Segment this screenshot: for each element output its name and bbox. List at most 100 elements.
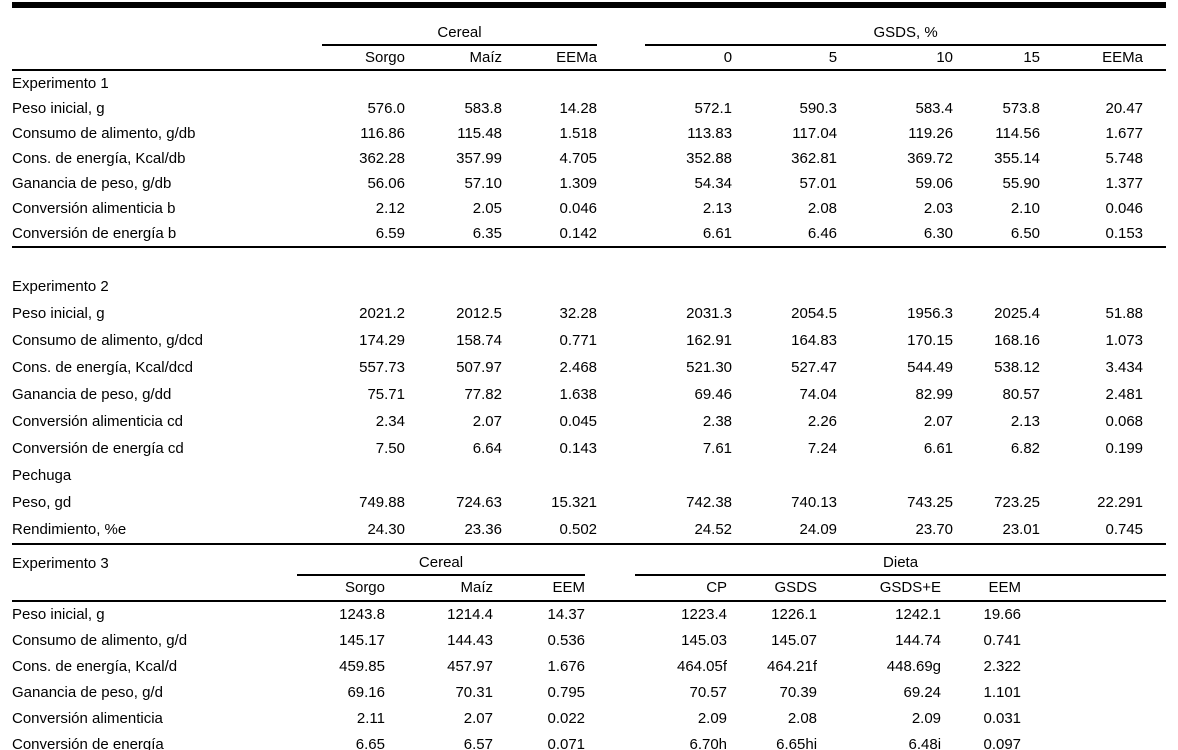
row-label: Experimento 2 [12, 277, 109, 295]
value-cell: 2.481 [1105, 385, 1144, 403]
table-row: Conversión alimenticia 2.11 2.07 0.022 2.09 2… [12, 706, 1166, 732]
row-label: Conversión alimenticia [12, 710, 163, 728]
trailing-blank [1021, 680, 1166, 706]
value-cell: 527.47 [791, 358, 838, 376]
value-cell [732, 70, 837, 96]
value-cell: 145.03 [681, 632, 728, 650]
table-row: Cons. de energía, Kcal/d 459.85 457.97 1.67… [12, 654, 1166, 680]
value-cell: 7.24 [807, 439, 838, 457]
value-cell: 20.47 [1105, 99, 1144, 117]
value-cell: 357.99 [456, 149, 502, 167]
value-cell: 362.28 [359, 149, 405, 167]
value-cell: 2.07 [472, 412, 502, 430]
value-cell: 2.34 [375, 412, 405, 430]
value-cell: 7.61 [702, 439, 733, 457]
value-cell: 6.35 [405, 221, 502, 248]
row-label: Ganancia de peso, g/db [12, 174, 172, 192]
value-cell: 538.12 [994, 358, 1041, 376]
value-cell: 57.01 [799, 174, 838, 192]
value-cell [837, 462, 953, 489]
value-cell: 77.82 [464, 385, 502, 403]
value-cell: 6.30 [837, 221, 954, 248]
value-cell [405, 70, 502, 96]
row-label: Experimento 1 [12, 74, 109, 92]
value-cell: 158.74 [456, 331, 502, 349]
value-cell: 2.10 [1010, 199, 1041, 217]
value-cell: 114.56 [995, 124, 1041, 142]
column-gap [597, 45, 646, 71]
value-cell: 75.71 [367, 385, 405, 403]
table-row: Ganancia de peso, g/dd 75.71 77.82 1.638 69.… [12, 381, 1166, 408]
trailing-blank [1143, 196, 1166, 221]
value-cell: 6.65 [355, 736, 385, 750]
value-cell: 6.50 [953, 221, 1041, 248]
column-gap [597, 221, 646, 248]
value-cell: 507.97 [456, 358, 502, 376]
value-cell: 82.99 [915, 385, 954, 403]
value-cell: 59.06 [915, 174, 954, 192]
value-cell: 32.28 [559, 304, 598, 322]
value-cell: 1.677 [1105, 124, 1144, 142]
row-label: Conversión de energía b [12, 221, 322, 248]
section-title-row: Experimento 2 [12, 273, 1166, 300]
table-row: Consumo de alimento, g/d 145.17 144.43 0.53… [12, 628, 1166, 654]
col-header-gsds-e: GSDS+E [817, 575, 942, 602]
value-cell [502, 462, 597, 489]
value-cell: 6.57 [463, 736, 493, 750]
value-cell: 2.03 [923, 199, 954, 217]
value-cell [645, 273, 732, 300]
value-cell: 113.83 [687, 124, 733, 142]
table-row: Cons. de energía, Kcal/dcd 557.73 507.97 2.… [12, 354, 1166, 381]
value-cell [953, 273, 1040, 300]
value-cell: 168.16 [994, 331, 1041, 349]
column-gap [585, 575, 636, 602]
value-cell: 117.04 [792, 124, 838, 142]
column-gap [597, 196, 645, 221]
column-gap [597, 489, 645, 516]
value-cell: 15.321 [551, 493, 598, 511]
value-cell: 1.309 [559, 174, 598, 192]
value-cell: 2.13 [1010, 412, 1041, 430]
row-label-header-blank [12, 575, 297, 602]
col-header-gsds-15: 15 [953, 45, 1041, 71]
value-cell: 1.638 [559, 385, 598, 403]
value-cell [645, 462, 732, 489]
table-row: Conversión de energía b 6.59 6.35 0.142 6.61… [12, 221, 1167, 248]
value-cell: 557.73 [359, 358, 405, 376]
value-cell: 0.143 [559, 439, 598, 457]
value-cell: 69.24 [903, 684, 942, 702]
experiments-1-2-table: Cereal GSDS, % Sorgo Maíz EEMa 0 5 10 15… [12, 2, 1167, 545]
value-cell: 2.09 [911, 710, 942, 728]
value-cell: 164.83 [791, 331, 838, 349]
value-cell: 724.63 [456, 493, 502, 511]
col-header-gsds-0: 0 [645, 45, 733, 71]
trailing-blank [1143, 462, 1166, 489]
value-cell: 1243.8 [339, 606, 385, 624]
value-cell: 362.81 [791, 149, 838, 167]
value-cell: 70.39 [779, 684, 818, 702]
value-cell: 1242.1 [895, 606, 942, 624]
value-cell: 743.25 [907, 493, 954, 511]
value-cell: 369.72 [907, 149, 954, 167]
value-cell: 70.57 [689, 684, 728, 702]
col-header-sorgo-exp3: Sorgo [297, 575, 385, 602]
value-cell: 57.10 [464, 174, 502, 192]
row-label: Cons. de energía, Kcal/dcd [12, 358, 193, 376]
value-cell [502, 70, 597, 96]
value-cell: 6.65hi [776, 736, 818, 750]
col-header-eem-cereal-exp3: EEM [493, 575, 586, 602]
value-cell [405, 462, 502, 489]
column-gap [585, 601, 635, 628]
value-cell: 573.8 [1002, 99, 1041, 117]
value-cell [953, 70, 1040, 96]
value-cell: 7.50 [375, 439, 405, 457]
value-cell: 352.88 [686, 149, 733, 167]
trailing-blank [1143, 516, 1167, 545]
value-cell: 583.4 [915, 99, 954, 117]
value-cell: 1.676 [547, 658, 586, 676]
spacer-cell [12, 247, 1166, 273]
value-cell: 162.91 [686, 331, 733, 349]
value-cell: 6.61 [923, 439, 954, 457]
value-cell: 14.28 [559, 99, 598, 117]
value-cell [837, 273, 953, 300]
